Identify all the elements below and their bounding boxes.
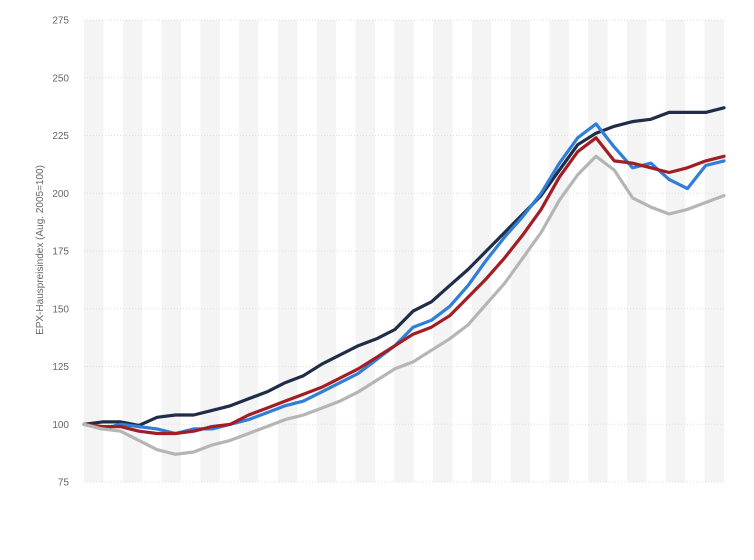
series-lines bbox=[82, 106, 726, 456]
y-tick-label: 250 bbox=[52, 73, 69, 84]
y-tick-label: 125 bbox=[52, 362, 69, 373]
y-tick-label: 75 bbox=[58, 478, 70, 489]
series-line-2 bbox=[82, 122, 726, 436]
y-tick-label: 200 bbox=[52, 189, 69, 200]
y-tick-label: 275 bbox=[52, 16, 69, 27]
y-axis-label: EPX-Hauspreisindex (Aug. 2005=100) bbox=[35, 165, 46, 335]
series-line-3 bbox=[82, 136, 726, 436]
y-tick-label: 150 bbox=[52, 304, 69, 315]
y-tick-label: 100 bbox=[52, 420, 69, 431]
series-line-1 bbox=[82, 106, 726, 427]
background-band bbox=[394, 20, 414, 482]
y-tick-label: 175 bbox=[52, 247, 69, 258]
y-tick-label: 225 bbox=[52, 131, 69, 142]
background-band bbox=[549, 20, 569, 482]
series-line-4 bbox=[82, 154, 726, 456]
y-axis-ticks: 75 100 125 150 175 200 225 250 275 bbox=[52, 16, 69, 489]
